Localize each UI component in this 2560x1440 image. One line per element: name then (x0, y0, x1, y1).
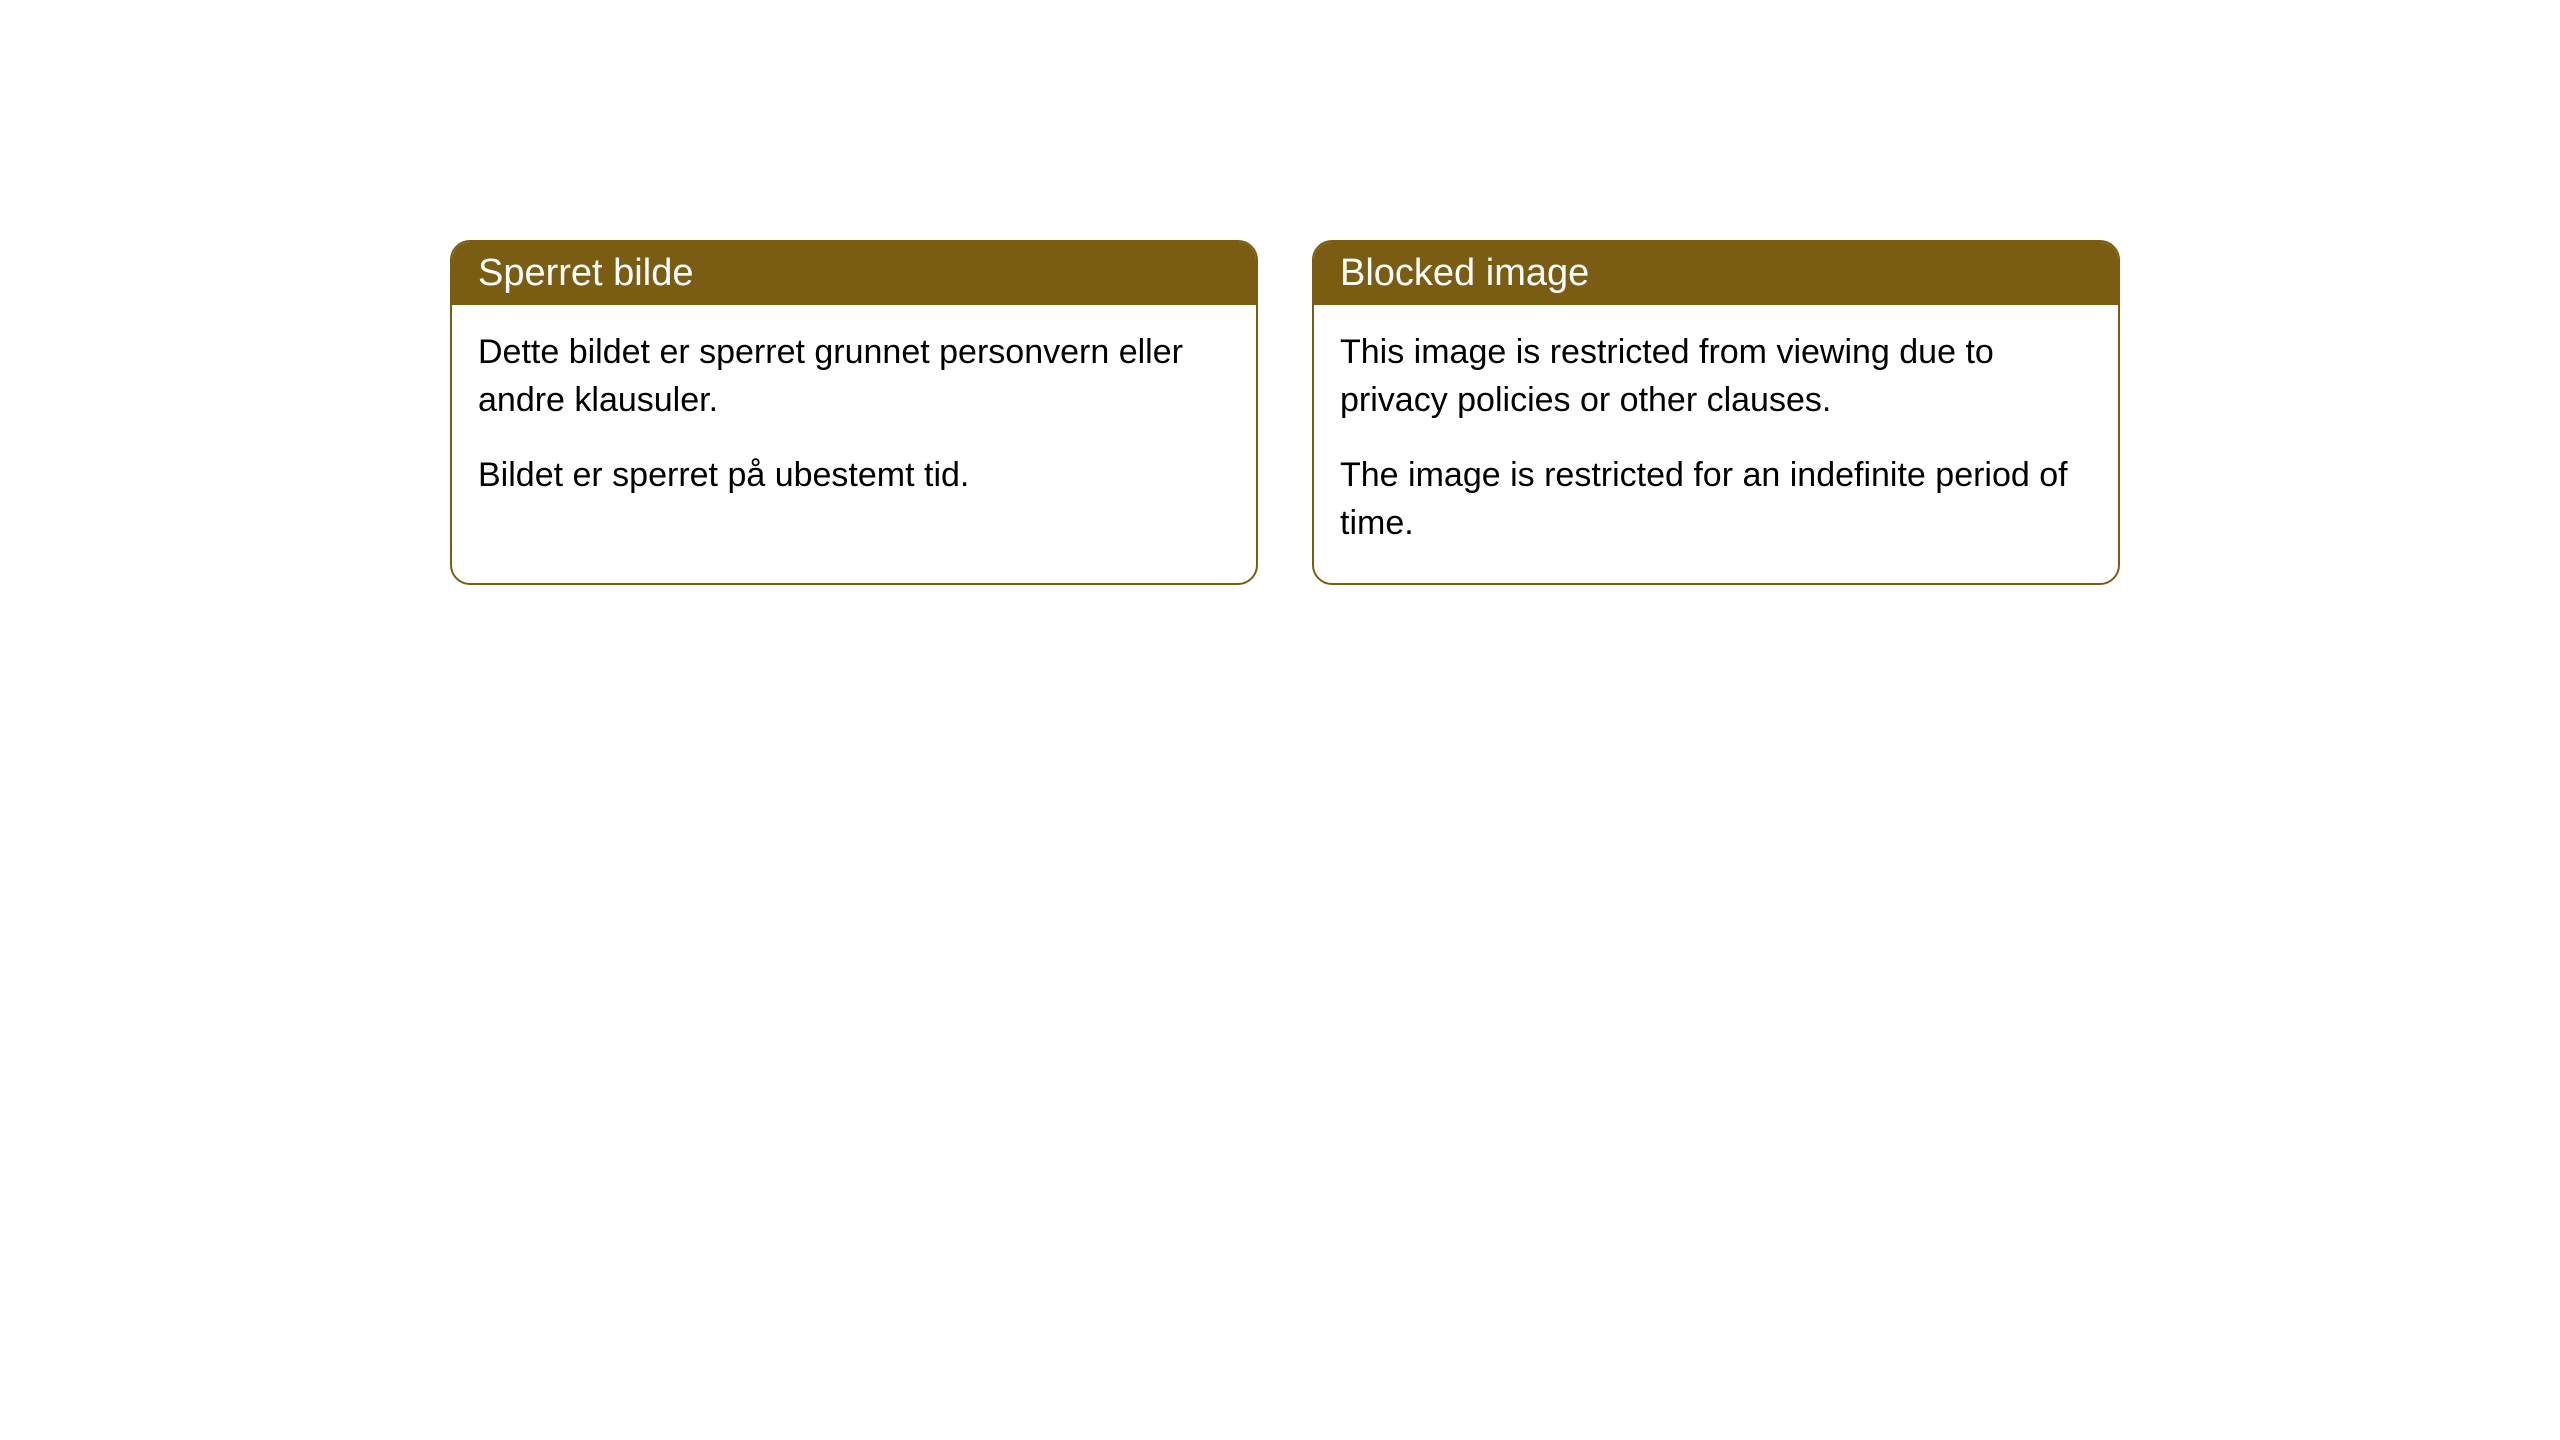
notice-header-norwegian: Sperret bilde (452, 242, 1256, 305)
notice-body-norwegian: Dette bildet er sperret grunnet personve… (452, 305, 1256, 536)
notice-paragraph: Dette bildet er sperret grunnet personve… (478, 329, 1230, 424)
notice-body-english: This image is restricted from viewing du… (1314, 305, 2118, 583)
notice-paragraph: This image is restricted from viewing du… (1340, 329, 2092, 424)
notice-paragraph: The image is restricted for an indefinit… (1340, 452, 2092, 547)
notice-card-norwegian: Sperret bilde Dette bildet er sperret gr… (450, 240, 1258, 585)
notice-paragraph: Bildet er sperret på ubestemt tid. (478, 452, 1230, 500)
notice-title: Blocked image (1340, 252, 1589, 294)
notice-header-english: Blocked image (1314, 242, 2118, 305)
notice-container: Sperret bilde Dette bildet er sperret gr… (450, 240, 2120, 585)
notice-title: Sperret bilde (478, 252, 693, 294)
notice-card-english: Blocked image This image is restricted f… (1312, 240, 2120, 585)
